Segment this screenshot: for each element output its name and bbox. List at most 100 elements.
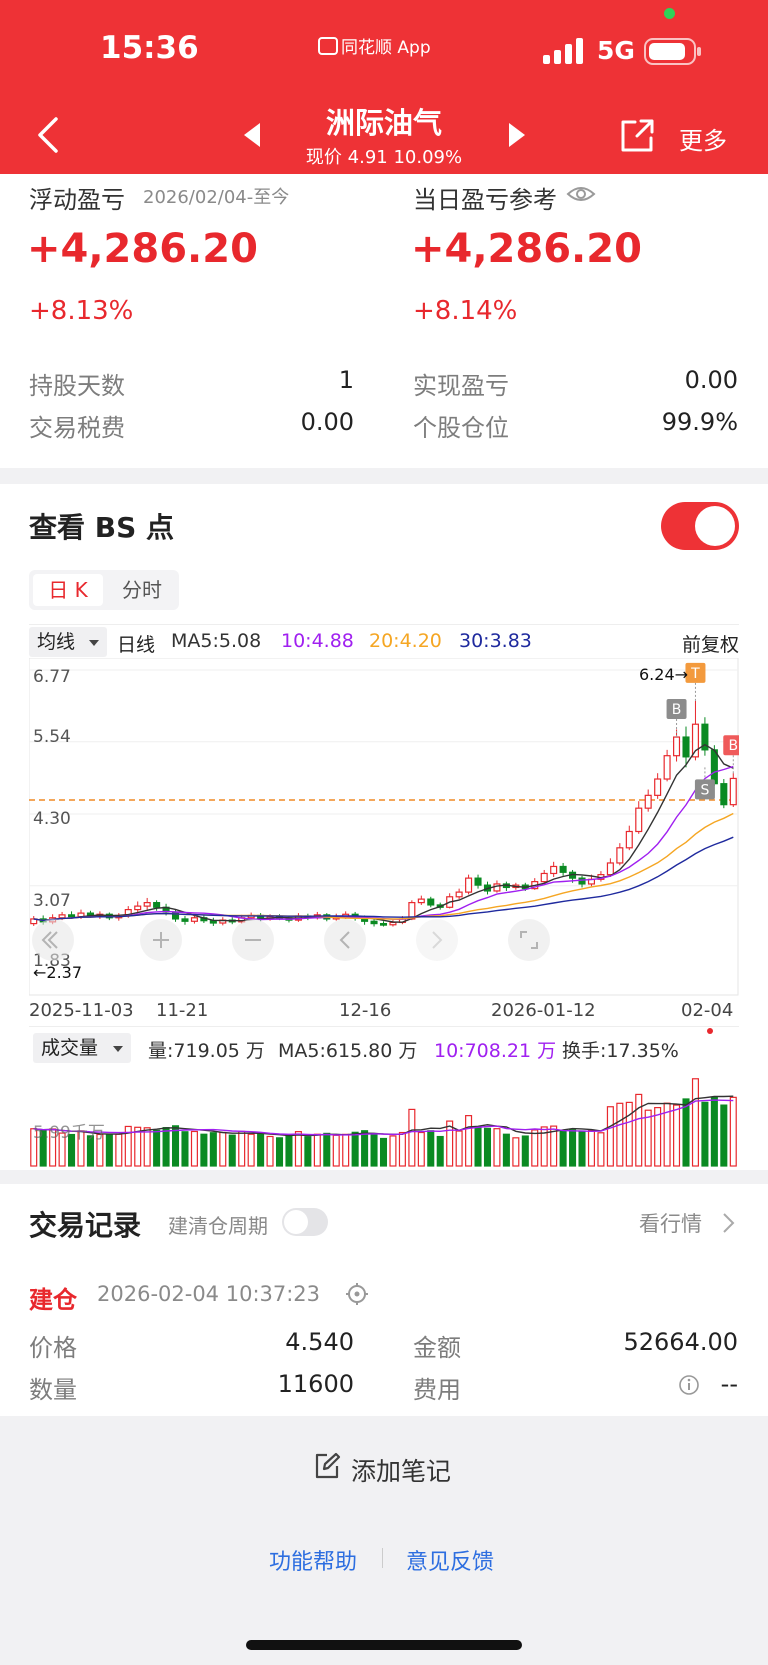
candle (559, 865, 567, 873)
amount-value: 52664.00 (623, 1328, 738, 1356)
volume-bar (247, 1133, 255, 1167)
daily-pnl-value: +4,286.20 (411, 226, 642, 272)
volume-bar (379, 1137, 388, 1167)
back-chevron-icon[interactable] (36, 116, 60, 154)
cycle-label: 建清仓周期 (168, 1214, 268, 1238)
hold-days-value: 1 (338, 366, 354, 394)
volume-bar (86, 1135, 94, 1167)
ma20-label: 20:4.20 (369, 630, 442, 652)
candle (654, 778, 662, 796)
adjust-mode[interactable]: 前复权 (681, 634, 739, 656)
fee-label: 费用 (413, 1376, 461, 1404)
fullscreen-button[interactable] (508, 919, 550, 961)
volume-bar (342, 1133, 350, 1167)
volume-bar (446, 1120, 454, 1167)
bs-marker-s[interactable] (694, 779, 715, 800)
volume-bar (417, 1131, 425, 1167)
pan-right-button[interactable] (416, 919, 458, 961)
volume-bar (153, 1129, 161, 1167)
volume-select-label: 成交量 (41, 1037, 99, 1059)
bs-toggle[interactable] (661, 502, 739, 550)
volume-bar (39, 1129, 47, 1167)
plus-icon (153, 932, 169, 948)
ma30-label: 30:3.83 (459, 630, 532, 652)
locate-icon[interactable] (345, 1282, 369, 1306)
candle (389, 921, 397, 926)
bs-chart-card: 查看 BS 点 日 K 分时 均线 日线 MA5:5.08 10:4.88 20… (0, 484, 768, 1170)
indicator-select-label: 均线 (37, 631, 76, 653)
y-tick-label: 5.54 (33, 727, 71, 747)
volume-bar (134, 1126, 142, 1167)
ma10-label: 10:4.88 (281, 630, 354, 652)
candle (616, 847, 624, 864)
app-chart-icon (318, 37, 338, 55)
volume-bar (209, 1132, 217, 1167)
volume-bar (559, 1129, 567, 1167)
volume-bar (408, 1108, 416, 1167)
eye-icon[interactable] (566, 184, 596, 204)
candle (540, 872, 548, 883)
volume-bar (474, 1126, 482, 1167)
fee-value: -- (720, 1370, 738, 1398)
candle (663, 755, 671, 780)
feedback-link[interactable]: 意见反馈 (406, 1550, 495, 1575)
bs-marker-b[interactable] (723, 735, 739, 756)
trades-title: 交易记录 (29, 1209, 142, 1242)
candle (682, 736, 690, 758)
stock-name: 洲际油气 (325, 106, 442, 140)
candle (465, 877, 473, 893)
help-link[interactable]: 功能帮助 (269, 1550, 358, 1575)
expand-left-button[interactable] (32, 919, 74, 961)
bs-marker-label: B (672, 702, 682, 718)
next-triangle-icon[interactable] (508, 122, 526, 148)
prev-triangle-icon[interactable] (243, 122, 261, 148)
volume-indicator-select[interactable]: 成交量 (33, 1033, 131, 1063)
volume-bar (569, 1129, 577, 1167)
indicator-select[interactable]: 均线 (29, 627, 107, 657)
candle (691, 723, 699, 758)
candle (606, 862, 614, 876)
volume-bar (389, 1135, 397, 1167)
tab-daily-k[interactable]: 日 K (33, 574, 103, 606)
volume-bar (68, 1133, 76, 1167)
position-ratio-value: 99.9% (661, 408, 738, 436)
bs-marker-b[interactable] (666, 699, 687, 720)
trade-records-card: 交易记录 建清仓周期 看行情 建仓 2026-02-04 10:37:23 价格… (0, 1184, 768, 1416)
quantity-value: 11600 (277, 1370, 354, 1398)
y-tick-label: 6.77 (33, 667, 71, 687)
info-icon[interactable] (678, 1374, 700, 1396)
volume-bar (540, 1126, 548, 1167)
pan-left-button[interactable] (324, 919, 366, 961)
share-icon[interactable] (619, 118, 655, 154)
volume-bar (238, 1130, 246, 1167)
volume-bar (332, 1134, 340, 1167)
volume-bar (512, 1137, 520, 1167)
view-market-link[interactable]: 看行情 (639, 1212, 702, 1236)
ma5-label: MA5:5.08 (171, 630, 262, 652)
volume-ma10-line (33, 1099, 734, 1136)
candle (493, 883, 501, 892)
record-time: 2026-02-04 10:37:23 (97, 1282, 321, 1306)
record-type: 建仓 (29, 1286, 77, 1314)
candle (171, 911, 180, 920)
signal-icon (543, 38, 583, 64)
more-button[interactable]: 更多 (679, 127, 727, 155)
volume-ref-label: 5.99千万 (33, 1123, 105, 1143)
bs-title: 查看 BS 点 (29, 511, 175, 544)
volume-bar (190, 1130, 198, 1167)
cycle-toggle[interactable] (282, 1208, 328, 1236)
camera-dot-icon (664, 8, 675, 19)
x-tick-label: 11-21 (156, 1000, 209, 1021)
candle (143, 902, 151, 907)
candle (644, 794, 652, 809)
candle (134, 905, 142, 911)
candle (455, 891, 463, 898)
ma-legend-row: 均线 日线 MA5:5.08 10:4.88 20:4.20 30:3.83 前… (29, 624, 739, 659)
candle (68, 914, 76, 918)
volume-bar (531, 1129, 539, 1167)
battery-icon (644, 38, 701, 65)
bs-marker-t[interactable] (685, 662, 706, 683)
add-note-button[interactable]: 添加笔记 (351, 1457, 452, 1486)
tab-intraday[interactable]: 分时 (122, 578, 162, 602)
